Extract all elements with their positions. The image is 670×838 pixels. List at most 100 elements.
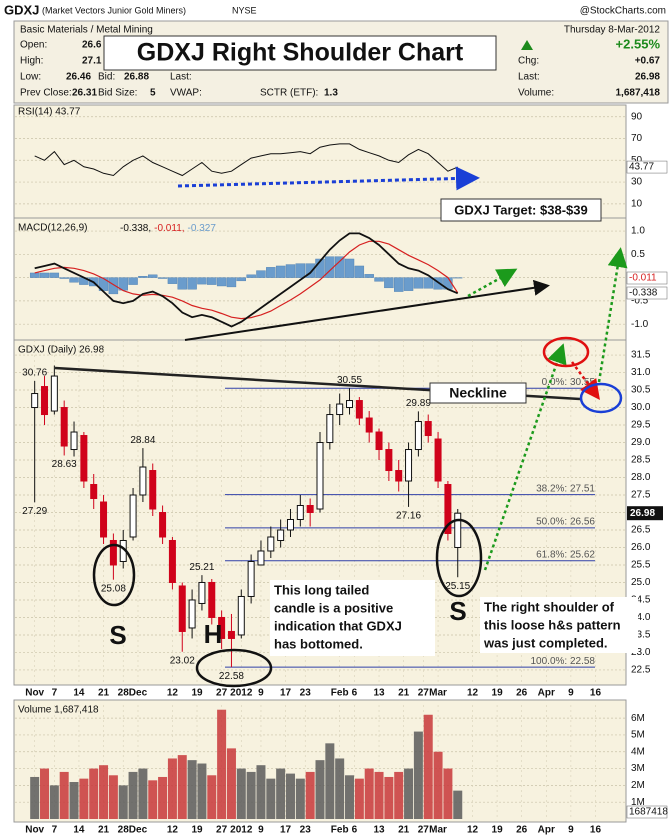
pattern-letter: S bbox=[109, 620, 126, 650]
field-value: 5 bbox=[150, 88, 156, 99]
histogram-bar bbox=[354, 265, 365, 278]
x-tick-label: 27 bbox=[418, 688, 430, 699]
x-tick-label: 9 bbox=[258, 688, 264, 699]
candle-body bbox=[414, 421, 422, 451]
y-tick-label: 4M bbox=[631, 746, 645, 757]
neckline-text: Neckline bbox=[449, 385, 507, 401]
x-tick-label: 14 bbox=[73, 688, 85, 699]
note-line: this loose h&s pattern bbox=[484, 617, 621, 632]
candle-body bbox=[286, 518, 294, 531]
histogram-bar bbox=[207, 277, 217, 285]
note-line: This long tailed bbox=[274, 582, 369, 597]
histogram-bar bbox=[384, 277, 394, 289]
candle-body bbox=[178, 585, 186, 632]
value-tag-box bbox=[626, 286, 668, 300]
candle-body bbox=[188, 599, 196, 629]
field-label: High: bbox=[20, 56, 43, 67]
title-box bbox=[103, 35, 497, 71]
field-value: 1.3 bbox=[324, 88, 338, 99]
histogram-bar bbox=[285, 264, 296, 278]
candle-body bbox=[375, 431, 383, 451]
field-value: 27.1 bbox=[82, 56, 102, 67]
volume-bar bbox=[354, 778, 364, 819]
extreme-label: 29.89 bbox=[406, 398, 431, 409]
x-tick-label: 21 bbox=[98, 825, 110, 836]
histogram-bar bbox=[453, 277, 463, 279]
value-tag: -0.011 bbox=[629, 273, 657, 284]
histogram-bar bbox=[226, 277, 237, 288]
value-tag: 26.98 bbox=[630, 508, 655, 519]
candle-body bbox=[306, 505, 314, 513]
volume-bar bbox=[197, 763, 207, 819]
x-tick-label: 13 bbox=[373, 825, 385, 836]
y-tick-label: 70 bbox=[631, 133, 643, 144]
y-tick-label: 1.0 bbox=[631, 226, 645, 237]
x-tick-label: 7 bbox=[52, 688, 58, 699]
histogram-bar bbox=[344, 258, 355, 278]
volume-bar bbox=[30, 776, 40, 819]
candle-body bbox=[159, 512, 167, 538]
histogram-bar bbox=[305, 263, 315, 278]
y-tick-label: 1M bbox=[631, 797, 645, 808]
volume-bar bbox=[285, 773, 295, 819]
candle-body bbox=[70, 431, 78, 451]
y-tick-label: 29.0 bbox=[631, 437, 651, 448]
histogram-bar bbox=[295, 263, 306, 278]
exchange: NYSE bbox=[232, 5, 257, 15]
histogram-bar bbox=[374, 277, 384, 282]
y-tick-label: 26.0 bbox=[631, 542, 651, 553]
circle bbox=[542, 336, 590, 368]
histogram-bar bbox=[433, 277, 443, 290]
candle-body bbox=[80, 435, 88, 482]
histogram-bar bbox=[108, 277, 119, 295]
field-value: 26.46 bbox=[66, 72, 91, 83]
value-tag: 1687418 bbox=[629, 807, 668, 818]
value-tag-box bbox=[626, 805, 668, 819]
panel-title: GDXJ (Daily) 26.98 bbox=[18, 345, 105, 356]
histogram-bar bbox=[157, 277, 168, 279]
histogram-bar bbox=[315, 258, 325, 278]
candle-body bbox=[129, 494, 137, 538]
candle-body bbox=[444, 484, 452, 534]
histogram-bar bbox=[197, 277, 207, 285]
histogram-bar bbox=[29, 272, 40, 278]
volume-bar bbox=[118, 785, 128, 819]
x-tick-label: 16 bbox=[590, 825, 602, 836]
candle-body bbox=[109, 539, 117, 566]
volume-bar bbox=[226, 748, 236, 819]
extreme-label: 30.76 bbox=[22, 368, 47, 379]
field-label: SCTR (ETF): bbox=[260, 88, 318, 99]
x-tick-label: 26 bbox=[516, 688, 528, 699]
candle-body bbox=[50, 375, 58, 412]
histogram-bar bbox=[177, 277, 187, 290]
volume-bar bbox=[374, 771, 384, 819]
extreme-label: 23.02 bbox=[170, 655, 195, 666]
histogram-bar bbox=[167, 277, 178, 284]
x-tick-label: Feb bbox=[331, 688, 349, 699]
volume-bar bbox=[108, 775, 118, 819]
macd-trend-arrow bbox=[184, 279, 550, 341]
candle-body bbox=[41, 386, 49, 416]
y-tick-label: 25.5 bbox=[631, 560, 651, 571]
x-tick-label: Apr bbox=[538, 825, 555, 836]
volume-bar bbox=[89, 768, 99, 819]
histogram-bar bbox=[59, 277, 69, 279]
candle-body bbox=[336, 403, 344, 416]
volume-bar bbox=[177, 755, 187, 819]
field-value: 26.6 bbox=[82, 40, 102, 51]
field-label: Bid Size: bbox=[98, 88, 137, 99]
y-tick-label: 23.0 bbox=[631, 647, 651, 658]
histogram-bar bbox=[266, 267, 276, 278]
x-tick-label: 21 bbox=[98, 688, 110, 699]
y-tick-label: 30.5 bbox=[631, 385, 651, 396]
x-tick-label: 6 bbox=[352, 825, 358, 836]
y-tick-label: -0.5 bbox=[631, 296, 649, 307]
volume-bar bbox=[236, 768, 246, 819]
candle-body bbox=[247, 560, 255, 597]
candle-body bbox=[198, 581, 206, 604]
volume-bar bbox=[256, 765, 266, 819]
pattern-letter: S bbox=[449, 596, 466, 626]
candle-body bbox=[405, 449, 413, 482]
field-label: Low: bbox=[20, 72, 41, 83]
x-tick-label: Mar bbox=[429, 825, 447, 836]
